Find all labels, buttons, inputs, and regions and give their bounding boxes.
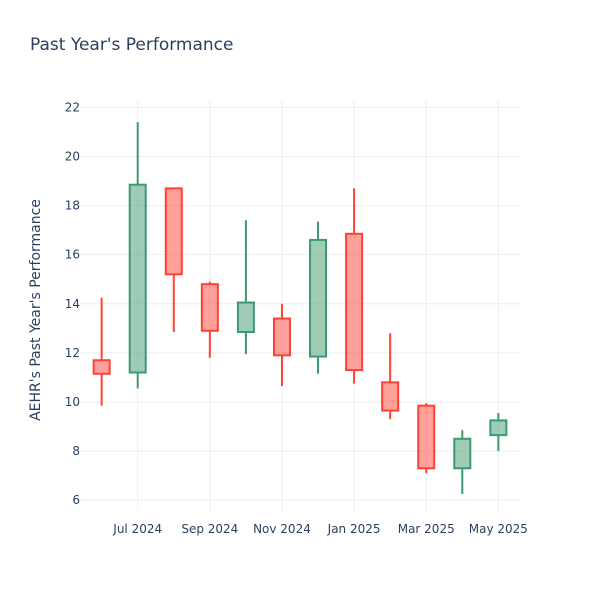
candle-body — [489, 419, 508, 437]
x-tick-label: Nov 2024 — [253, 522, 311, 536]
y-tick-label: 20 — [65, 149, 80, 163]
candle-decreasing — [200, 281, 219, 358]
candle-increasing — [309, 221, 328, 374]
x-tick-label: Sep 2024 — [181, 522, 238, 536]
y-axis-title: AEHR's Past Year's Performance — [28, 199, 44, 421]
candle-body — [128, 183, 147, 374]
candle-body — [164, 187, 183, 276]
candle-body — [453, 437, 472, 470]
x-tick-label: May 2025 — [469, 522, 528, 536]
candle-decreasing — [381, 333, 400, 420]
chart-title: Past Year's Performance — [30, 35, 234, 55]
y-tick-label: 10 — [65, 395, 80, 409]
candle-increasing — [453, 430, 472, 495]
candle-decreasing — [272, 303, 291, 387]
candle-body — [200, 283, 219, 332]
candle-increasing — [128, 122, 147, 389]
candle-body — [272, 317, 291, 357]
candle-body — [309, 238, 328, 358]
y-tick-label: 16 — [65, 248, 80, 262]
candle-decreasing — [164, 187, 183, 333]
y-tick-label: 18 — [65, 199, 80, 213]
candle-decreasing — [417, 403, 436, 474]
y-tick-label: 6 — [72, 493, 80, 507]
candle-body — [417, 404, 436, 470]
y-tick-label: 22 — [65, 100, 80, 114]
candle-layer — [92, 122, 508, 495]
candle-increasing — [236, 220, 255, 355]
y-tick-label: 8 — [72, 444, 80, 458]
candle-decreasing — [345, 188, 364, 384]
candle-body — [381, 381, 400, 412]
candle-body — [92, 359, 111, 375]
candle-body — [345, 232, 364, 372]
candle-body — [236, 301, 255, 334]
x-tick-label: Jan 2025 — [327, 522, 381, 536]
y-tick-labels: 6 8 10 12 14 16 18 20 22 — [65, 100, 80, 507]
candle-increasing — [489, 413, 508, 452]
candle-decreasing — [92, 297, 111, 406]
x-tick-label: Mar 2025 — [398, 522, 455, 536]
y-tick-label: 14 — [65, 297, 80, 311]
x-tick-label: Jul 2024 — [112, 522, 162, 536]
y-tick-label: 12 — [65, 346, 80, 360]
x-tick-labels: Jul 2024 Sep 2024 Nov 2024 Jan 2025 Mar 2025… — [112, 522, 528, 536]
